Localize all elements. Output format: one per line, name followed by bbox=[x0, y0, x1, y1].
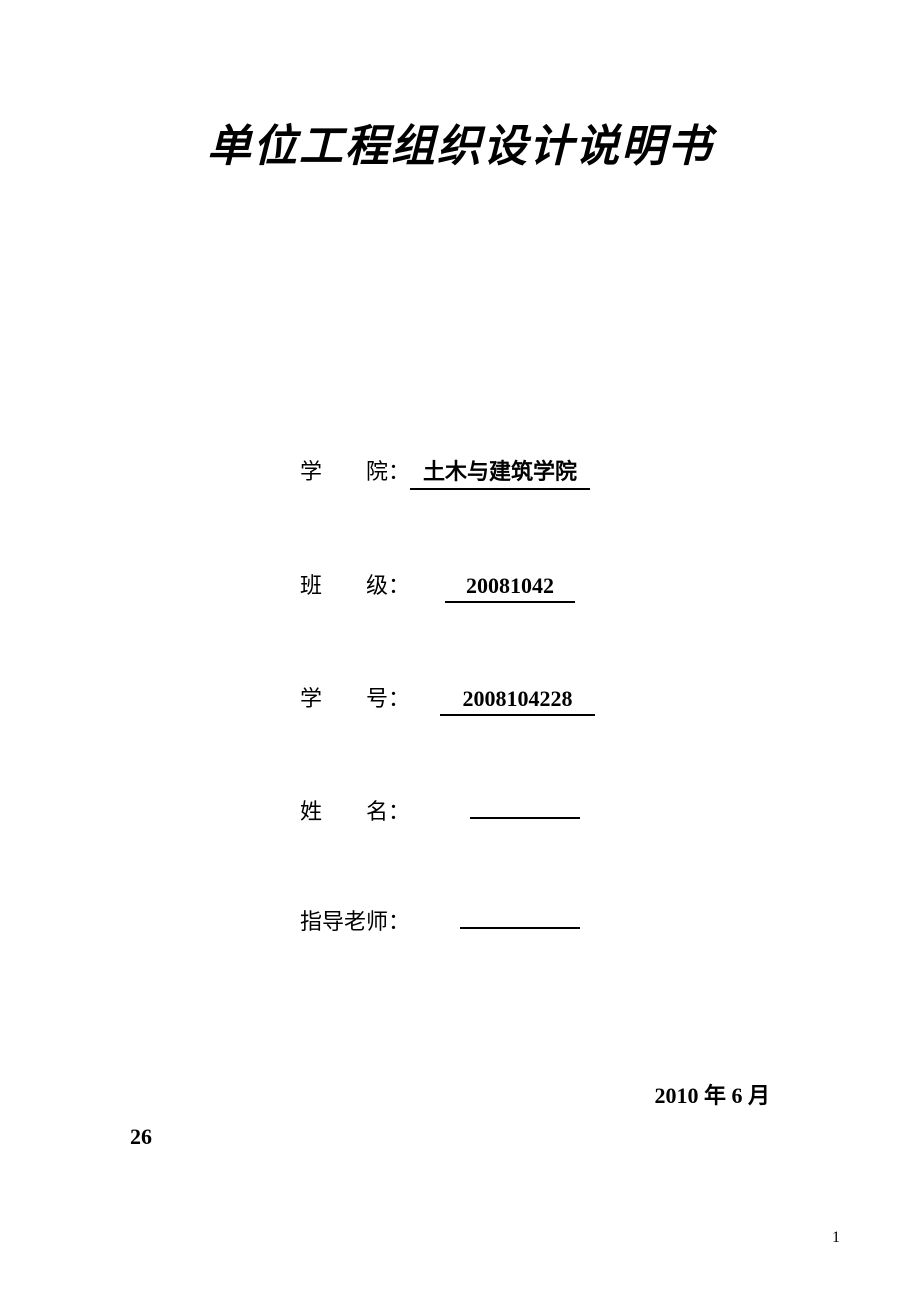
name-value bbox=[470, 815, 580, 819]
school-label: 学 院： bbox=[300, 454, 410, 486]
document-page: 单位工程组织设计说明书 学 院： 土木与建筑学院 班 级： 20081042 学… bbox=[0, 0, 920, 1302]
advisor-value bbox=[460, 925, 580, 929]
name-label: 姓 名： bbox=[300, 794, 410, 826]
advisor-label: 指导老师： bbox=[300, 904, 410, 936]
page-number: 1 bbox=[832, 1229, 840, 1247]
student-id-value: 2008104228 bbox=[440, 686, 595, 716]
document-date: 2010 年 6 月 bbox=[654, 1078, 770, 1110]
field-class: 班 级： 20081042 bbox=[300, 568, 790, 603]
field-school: 学 院： 土木与建筑学院 bbox=[300, 454, 790, 490]
form-section: 学 院： 土木与建筑学院 班 级： 20081042 学 号： 20081042… bbox=[130, 454, 790, 936]
document-title: 单位工程组织设计说明书 bbox=[130, 110, 790, 174]
student-id-label: 学 号： bbox=[300, 681, 410, 713]
page-label: 26 bbox=[130, 1124, 152, 1150]
school-value: 土木与建筑学院 bbox=[410, 454, 590, 490]
field-name: 姓 名： bbox=[300, 794, 790, 826]
field-student-id: 学 号： 2008104228 bbox=[300, 681, 790, 716]
class-value: 20081042 bbox=[445, 573, 575, 603]
class-label: 班 级： bbox=[300, 568, 410, 600]
field-advisor: 指导老师： bbox=[300, 904, 790, 936]
